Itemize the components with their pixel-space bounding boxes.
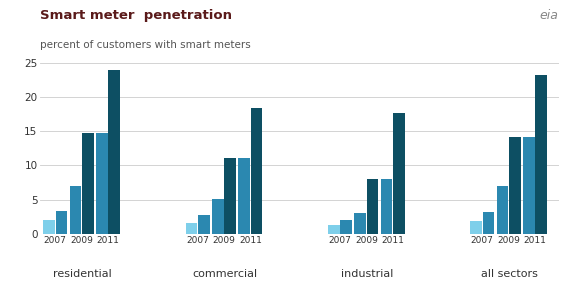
Bar — [367, 179, 378, 234]
Bar — [497, 186, 508, 234]
Text: Smart meter  penetration: Smart meter penetration — [40, 9, 232, 22]
Bar — [354, 213, 366, 234]
Bar — [535, 75, 547, 234]
Text: commercial: commercial — [192, 269, 257, 279]
Bar — [82, 133, 93, 234]
Bar — [212, 199, 223, 234]
Bar — [238, 158, 250, 234]
Bar — [393, 113, 404, 234]
Bar — [509, 137, 521, 234]
Bar — [483, 212, 494, 234]
Bar — [224, 158, 236, 234]
Text: residential: residential — [53, 269, 112, 279]
Text: all sectors: all sectors — [481, 269, 538, 279]
Text: percent of customers with smart meters: percent of customers with smart meters — [40, 40, 251, 50]
Text: industrial: industrial — [341, 269, 393, 279]
Bar — [56, 211, 67, 234]
Bar — [96, 133, 108, 234]
Bar — [198, 215, 210, 234]
Bar — [523, 137, 535, 234]
Bar — [70, 186, 81, 234]
Bar — [43, 220, 55, 234]
Bar — [251, 108, 262, 234]
Bar — [328, 225, 340, 234]
Bar — [471, 221, 482, 234]
Bar — [381, 179, 392, 234]
Bar — [340, 220, 352, 234]
Text: eia: eia — [540, 9, 559, 22]
Bar — [185, 223, 197, 234]
Bar — [108, 70, 120, 234]
